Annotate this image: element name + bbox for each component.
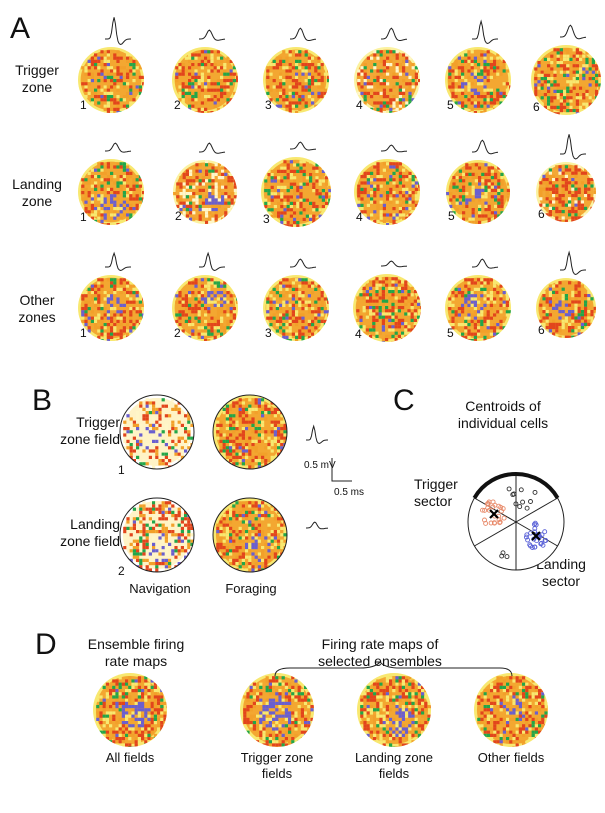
d-caption-landing-zone-fields: Landing zone fields xyxy=(354,750,434,781)
spike-waveform-a-row2-cell1 xyxy=(105,142,132,153)
cell-number-a-row3-2: 2 xyxy=(174,326,181,340)
cell-number-a-row1-5: 5 xyxy=(447,98,454,112)
b-number-1: 1 xyxy=(118,463,125,477)
rate-map-a-row2-cell4 xyxy=(354,159,420,225)
cell-number-a-row2-6: 6 xyxy=(538,207,545,221)
d-caption-trigger-zone-fields: Trigger zone fields xyxy=(240,750,314,781)
scale-mv-label: 0.5 mV xyxy=(304,460,336,471)
scale-bar xyxy=(331,458,352,482)
rate-map-b-navigation-landing xyxy=(119,497,195,573)
spike-waveform-b-landing xyxy=(306,521,329,530)
rate-map-d-other-fields xyxy=(474,673,548,747)
rate-map-a-row3-cell6 xyxy=(536,278,596,338)
spike-waveform-a-row1-cell1 xyxy=(105,17,131,46)
spike-waveform-a-row3-cell2 xyxy=(199,251,225,272)
cell-number-a-row3-6: 6 xyxy=(538,323,545,337)
row-label-trigger-zone: Trigger zone xyxy=(15,62,59,95)
other-centroids xyxy=(506,486,538,511)
row-label-landing-zone: Landing zone xyxy=(12,176,62,209)
d-caption-other-fields: Other fields xyxy=(477,750,545,765)
rate-map-a-row2-cell2 xyxy=(173,160,237,224)
spike-waveform-a-row3-cell3 xyxy=(290,258,317,269)
cell-number-a-row1-4: 4 xyxy=(356,98,363,112)
row-label-other-zones: Other zones xyxy=(18,292,56,325)
c-trigger-sector-label: Trigger sector xyxy=(414,476,458,509)
cell-number-a-row1-6: 6 xyxy=(533,100,540,114)
panel-label-a: A xyxy=(10,12,31,45)
cell-number-a-row3-1: 1 xyxy=(80,326,87,340)
rate-map-d-all-fields xyxy=(93,673,167,747)
panel-label-b: B xyxy=(32,384,53,417)
rate-map-b-navigation-trigger xyxy=(119,394,195,470)
rate-map-a-row2-cell6 xyxy=(536,162,596,222)
rate-map-b-foraging-landing xyxy=(212,497,288,573)
rate-map-a-row3-cell1 xyxy=(78,275,144,341)
cell-number-a-row3-4: 4 xyxy=(355,327,362,341)
spike-waveform-a-row3-cell4 xyxy=(381,260,408,268)
d-left-title: Ensemble firing rate maps xyxy=(87,636,185,669)
rate-map-a-row1-cell5 xyxy=(445,47,511,113)
spike-waveform-a-row1-cell4 xyxy=(381,27,408,41)
spike-waveform-a-row2-cell6 xyxy=(560,134,586,160)
cell-number-a-row3-5: 5 xyxy=(447,326,454,340)
cell-number-a-row1-3: 3 xyxy=(265,98,272,112)
cell-number-a-row2-1: 1 xyxy=(80,210,87,224)
cell-number-a-row2-3: 3 xyxy=(263,212,270,226)
spike-waveform-a-row1-cell2 xyxy=(199,29,226,41)
boundary-arc xyxy=(472,471,560,500)
scale-ms-label: 0.5 ms xyxy=(334,487,365,498)
landing-mean-marker xyxy=(531,531,541,541)
c-landing-sector-label: Landing sector xyxy=(536,556,586,589)
rate-map-a-row1-cell2 xyxy=(172,47,238,113)
rate-map-a-row3-cell4 xyxy=(353,274,421,342)
c-title: Centroids of individual cells xyxy=(457,398,549,431)
panel-label-c: C xyxy=(393,384,415,417)
spike-waveform-a-row3-cell6 xyxy=(560,250,586,276)
rate-map-a-row3-cell2 xyxy=(172,275,238,341)
trigger-centroids xyxy=(480,499,507,526)
cell-number-a-row3-3: 3 xyxy=(265,326,272,340)
spike-waveform-a-row3-cell1 xyxy=(105,251,131,272)
spike-waveform-a-row3-cell5 xyxy=(472,258,499,269)
rate-map-d-landing-zone-fields xyxy=(357,673,431,747)
spike-waveform-a-row1-cell6 xyxy=(560,24,587,40)
cell-number-a-row2-2: 2 xyxy=(175,209,182,223)
spike-waveform-a-row1-cell3 xyxy=(290,27,317,41)
rate-map-a-row1-cell1 xyxy=(78,47,144,113)
rate-map-a-row2-cell1 xyxy=(78,159,144,225)
b-caption-foraging: Foraging xyxy=(225,581,277,596)
cell-number-a-row2-4: 4 xyxy=(356,210,363,224)
rate-map-a-row1-cell4 xyxy=(354,47,420,113)
cell-number-a-row1-2: 2 xyxy=(174,98,181,112)
spike-waveform-b-trigger xyxy=(306,424,328,445)
spike-waveform-a-row2-cell4 xyxy=(381,144,408,153)
rate-map-d-trigger-zone-fields xyxy=(240,673,314,747)
ensemble-bracket xyxy=(274,661,513,677)
rate-map-a-row2-cell5 xyxy=(446,160,510,224)
b-caption-navigation: Navigation xyxy=(129,581,191,596)
b-number-2: 2 xyxy=(118,564,125,578)
spike-waveform-a-row1-cell5 xyxy=(472,19,498,45)
sector-diagram xyxy=(467,471,565,571)
spike-waveform-a-row2-cell2 xyxy=(199,142,226,154)
cell-number-a-row1-1: 1 xyxy=(80,98,87,112)
spike-waveform-a-row2-cell3 xyxy=(290,141,317,151)
panel-label-d: D xyxy=(35,628,57,661)
rate-map-a-row1-cell6 xyxy=(531,45,601,115)
rate-map-a-row1-cell3 xyxy=(263,47,329,113)
d-right-title: Firing rate maps of selected ensembles xyxy=(318,636,442,669)
b-label-landing-zone-field: Landing zone field xyxy=(60,516,120,549)
cell-number-a-row2-5: 5 xyxy=(448,209,455,223)
other-centroids-low xyxy=(499,550,510,560)
trigger-mean-marker xyxy=(489,509,499,519)
rate-map-a-row3-cell5 xyxy=(445,275,511,341)
rate-map-b-foraging-trigger xyxy=(212,394,288,470)
rate-map-a-row2-cell3 xyxy=(261,157,331,227)
rate-map-a-row3-cell3 xyxy=(263,275,329,341)
b-label-trigger-zone-field: Trigger zone field xyxy=(60,414,120,447)
d-caption-all-fields: All fields xyxy=(105,750,155,765)
spike-waveform-a-row2-cell5 xyxy=(472,139,499,155)
